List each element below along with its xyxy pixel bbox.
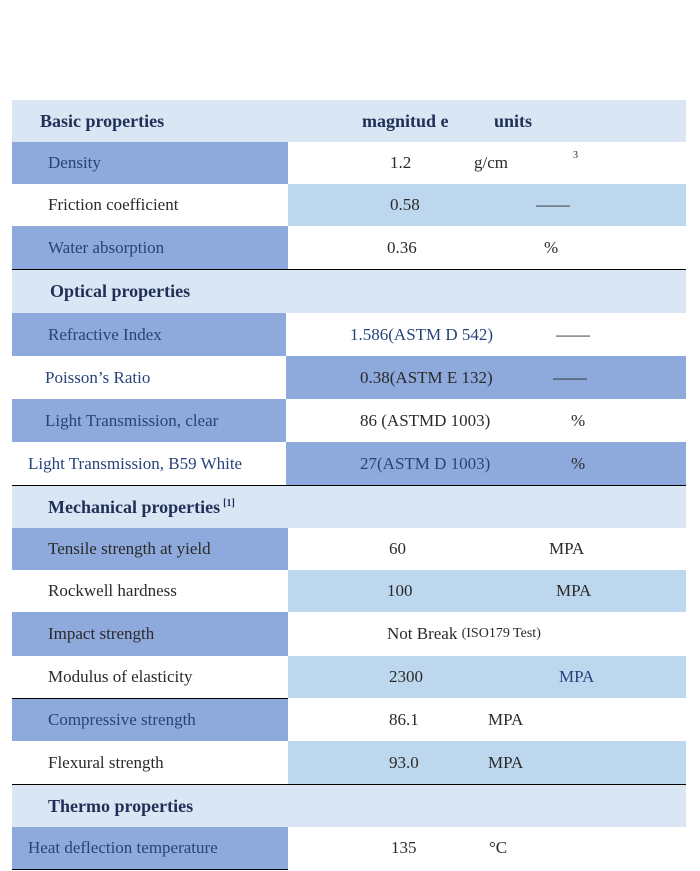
row-unit: MPA [488,710,524,729]
row-value: 1.2 [390,153,412,172]
row-label: Friction coefficient [48,195,179,214]
thermo-properties-heading: Thermo properties [48,795,194,816]
row-unit: MPA [488,752,524,772]
row-unit: —— [556,324,590,344]
row-label: Poisson’s Ratio [45,367,151,387]
row-value: 2300 [389,667,423,686]
row-label: Flexural strength [48,752,164,772]
basic-properties-heading: Basic properties [40,110,165,131]
row-label: Light Transmission, B59 White [28,453,243,473]
table-row-friction: Friction coefficient 0.58 —— [12,184,686,226]
row-label: Light Transmission, clear [45,410,219,430]
section-header-basic: Basic properties magnitud e units [12,100,686,142]
section-header-mechanical: Mechanical properties [1] [12,486,686,528]
unit-superscript: 3 [573,149,578,161]
row-value: 60 [389,539,406,558]
row-label: Impact strength [48,624,155,643]
row-value: Not Break (ISO179 Test) [387,624,541,643]
table-row-flexural-strength: Flexural strength 93.0 MPA [12,741,686,784]
row-unit: —— [553,367,587,387]
table-row-rockwell-hardness: Rockwell hardness 100 MPA [12,570,686,612]
table-row-water-absorption: Water absorption 0.36 % [12,226,686,269]
row-value: 86 (ASTMD 1003) [360,410,491,430]
row-unit: % [571,410,586,430]
optical-properties-heading: Optical properties [50,281,191,301]
row-unit: MPA [556,581,592,600]
section-header-optical: Optical properties [12,270,686,313]
row-unit: g/cm [474,153,508,172]
row-unit: —— [536,195,570,214]
row-label: Heat deflection temperature [28,838,218,857]
row-label: Refractive Index [48,324,162,344]
footnote-reference: [1] [223,497,235,509]
row-unit: MPA [549,539,585,558]
row-value: 27(ASTM D 1003) [360,453,491,473]
table-row-poissons-ratio: Poisson’s Ratio 0.38(ASTM E 132) —— [12,356,686,399]
row-unit: % [571,453,586,473]
row-label: Density [48,153,101,172]
row-value: 135 [391,838,417,857]
table-row-heat-deflection: Heat deflection temperature 135 °C [12,827,686,869]
table-row-density: Density 1.2 g/cm 3 [12,142,686,184]
row-unit: MPA [559,667,595,686]
row-label: Modulus of elasticity [48,667,193,686]
row-value: 0.38(ASTM E 132) [360,367,493,387]
row-label: Tensile strength at yield [48,539,211,558]
row-value: 0.36 [387,237,417,257]
row-value: 1.586(ASTM D 542) [350,324,494,344]
row-unit: % [544,237,559,257]
row-unit: °C [489,838,508,857]
test-note: (ISO179 Test) [461,626,541,641]
magnitude-column-header: magnitud e [362,110,449,131]
table-row-compressive-strength: Compressive strength 86.1 MPA [12,699,686,741]
row-label: Rockwell hardness [48,581,177,600]
row-value: 100 [387,581,413,600]
table-row-tensile-strength: Tensile strength at yield 60 MPA [12,528,686,570]
units-column-header: units [494,110,533,131]
table-row-modulus-elasticity: Modulus of elasticity 2300 MPA [12,656,686,698]
row-label: Water absorption [48,237,165,257]
table-row-refractive-index: Refractive Index 1.586(ASTM D 542) —— [12,313,686,356]
row-value: 0.58 [390,195,420,214]
table-row-light-transmission-clear: Light Transmission, clear 86 (ASTMD 1003… [12,399,686,442]
section-header-thermo: Thermo properties [12,785,686,827]
row-label: Compressive strength [48,710,196,729]
table-row-impact-strength: Impact strength Not Break (ISO179 Test) [12,612,686,656]
table-row-light-transmission-b59: Light Transmission, B59 White 27(ASTM D … [12,442,686,485]
row-value: 86.1 [389,710,419,729]
row-value: 93.0 [389,752,419,772]
mechanical-properties-heading: Mechanical properties [1] [48,496,235,517]
